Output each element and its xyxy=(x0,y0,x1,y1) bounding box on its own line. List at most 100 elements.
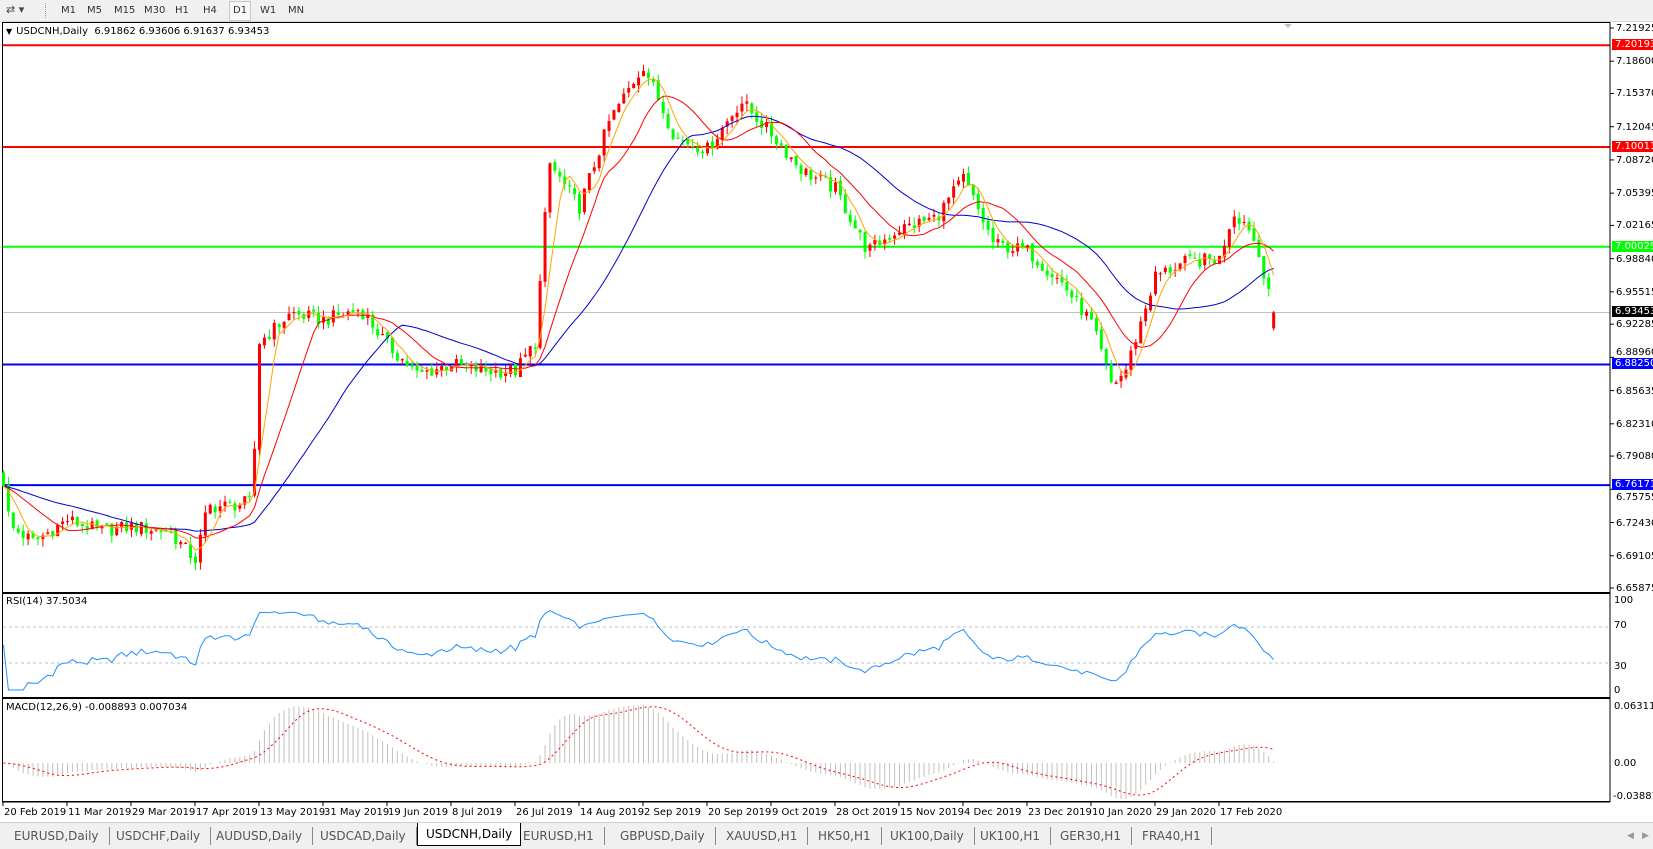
candle-body xyxy=(400,359,404,361)
tab-eurusd-daily[interactable]: EURUSD,Daily xyxy=(14,827,110,845)
timeframe-h1[interactable]: H1 xyxy=(175,5,189,16)
candle xyxy=(568,179,572,194)
candle xyxy=(130,517,133,537)
candle xyxy=(1203,252,1207,270)
candle-body xyxy=(46,532,50,534)
tab-xauusd-h1[interactable]: XAUUSD,H1 xyxy=(726,827,809,845)
candle-body xyxy=(1075,296,1079,298)
tab-hk50-h1[interactable]: HK50,H1 xyxy=(818,827,882,845)
candle-body xyxy=(632,83,636,89)
tab-eurusd-h1[interactable]: EURUSD,H1 xyxy=(523,827,605,845)
candle xyxy=(523,348,527,358)
candle-body xyxy=(873,239,877,245)
timeframe-m30[interactable]: M30 xyxy=(144,5,166,16)
candle-body xyxy=(853,220,857,229)
date-label: 4 Dec 2019 xyxy=(964,807,1022,818)
candle xyxy=(1035,259,1039,269)
candle xyxy=(592,161,596,175)
candle-body xyxy=(563,176,567,184)
candle-body xyxy=(243,496,247,505)
tab-scroll-left-icon[interactable]: ◀ xyxy=(1627,831,1634,841)
candle xyxy=(1247,217,1251,234)
candle-body xyxy=(2,472,5,487)
candle-body xyxy=(139,522,143,535)
candle xyxy=(179,539,183,549)
candle xyxy=(1085,309,1089,321)
timeframe-h4[interactable]: H4 xyxy=(203,5,217,16)
candle xyxy=(331,305,335,327)
candle-body xyxy=(888,237,892,240)
candle-body xyxy=(622,93,626,104)
tab-ger30-h1[interactable]: GER30,H1 xyxy=(1060,827,1132,845)
candle-body xyxy=(553,161,557,171)
candle xyxy=(829,169,833,199)
candle xyxy=(952,179,956,206)
candle-body xyxy=(1001,240,1005,243)
price-tick-label: 6.95515 xyxy=(1616,286,1653,298)
timeframe-d1[interactable]: D1 xyxy=(229,1,252,21)
candle xyxy=(1149,292,1153,312)
candle xyxy=(947,196,951,210)
date-label: 9 Oct 2019 xyxy=(772,807,828,818)
candle xyxy=(533,343,537,355)
candle-body xyxy=(228,501,232,503)
candle xyxy=(563,169,567,191)
candle xyxy=(602,129,606,162)
ohlc-label: 6.91862 6.93606 6.91637 6.93453 xyxy=(94,26,270,37)
date-label: 8 Jul 2019 xyxy=(452,807,503,818)
timeframe-m5[interactable]: M5 xyxy=(87,5,102,16)
candle-body xyxy=(85,526,89,531)
candle-body xyxy=(794,155,798,166)
tab-scroll-right-icon[interactable]: ▶ xyxy=(1642,831,1649,841)
candle xyxy=(907,216,911,227)
candle-body xyxy=(1119,375,1123,382)
candle-body xyxy=(582,188,586,213)
timeframe-w1[interactable]: W1 xyxy=(260,5,277,16)
line-tools-icon[interactable]: ⇄ ▾ xyxy=(6,3,25,16)
candle-body xyxy=(203,512,207,536)
candle xyxy=(1030,243,1034,269)
collapse-triangle-icon[interactable]: ▼ xyxy=(6,27,13,36)
candle xyxy=(898,225,901,236)
candle xyxy=(454,354,458,373)
candle-body xyxy=(489,369,493,375)
candle xyxy=(366,308,370,326)
candle xyxy=(765,115,769,133)
date-label: 20 Sep 2019 xyxy=(708,807,772,818)
candle-body xyxy=(238,504,242,509)
candle-body xyxy=(578,194,581,214)
candle xyxy=(297,306,301,321)
candle xyxy=(1099,322,1103,352)
candle-body xyxy=(1227,229,1231,248)
candle-body xyxy=(149,531,153,534)
candle xyxy=(2,470,5,487)
tab-usdchf-daily[interactable]: USDCHF,Daily xyxy=(116,827,212,845)
symbol-label: USDCNH,Daily xyxy=(16,26,88,37)
candle xyxy=(302,311,306,324)
tab-audusd-daily[interactable]: AUDUSD,Daily xyxy=(216,827,314,845)
candle-body xyxy=(981,207,985,223)
timeframe-m1[interactable]: M1 xyxy=(61,5,76,16)
tab-fra40-h1[interactable]: FRA40,H1 xyxy=(1142,827,1212,845)
candle-body xyxy=(750,103,754,114)
tab-uk100-daily[interactable]: UK100,Daily xyxy=(890,827,975,845)
price-tick-label: 7.02165 xyxy=(1616,220,1653,232)
candle xyxy=(819,170,823,181)
candle-body xyxy=(1242,221,1246,224)
timeframe-mn[interactable]: MN xyxy=(288,5,305,16)
tab-usdcnh-daily[interactable]: USDCNH,Daily xyxy=(417,823,522,846)
candle xyxy=(1011,244,1015,257)
tab-uk100-h1[interactable]: UK100,H1 xyxy=(980,827,1052,845)
toolbar-grip[interactable] xyxy=(45,3,48,18)
candle xyxy=(1001,237,1005,248)
tab-usdcad-daily[interactable]: USDCAD,Daily xyxy=(320,827,417,845)
candle xyxy=(642,64,645,77)
candle-body xyxy=(75,516,79,526)
candle xyxy=(1070,288,1074,304)
candle-body xyxy=(686,138,690,145)
timeframe-m15[interactable]: M15 xyxy=(114,5,136,16)
candle xyxy=(322,310,325,330)
candle-body xyxy=(1030,243,1034,262)
candle-body xyxy=(1198,259,1202,267)
tab-gbpusd-daily[interactable]: GBPUSD,Daily xyxy=(620,827,716,845)
